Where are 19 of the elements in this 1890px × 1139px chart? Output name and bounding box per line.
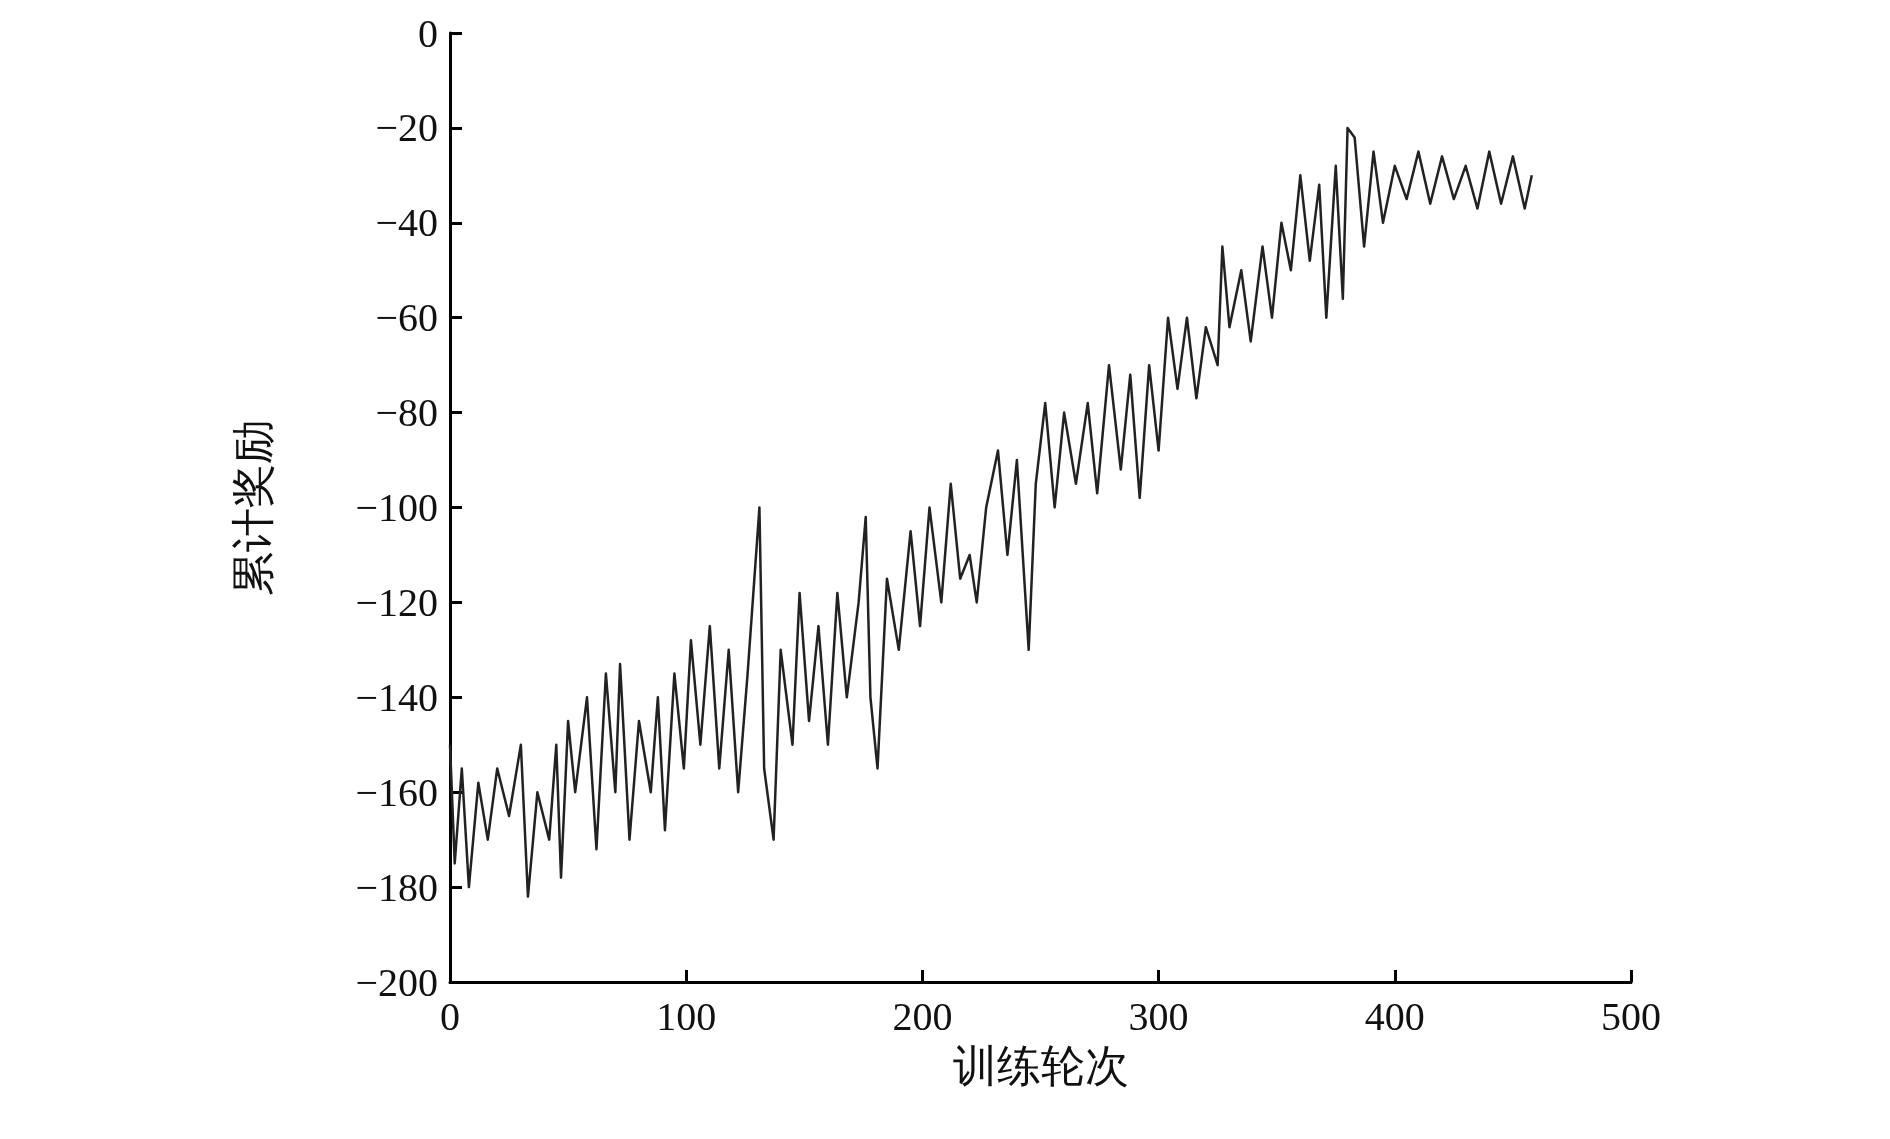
x-tick-label: 400 <box>1364 993 1425 1039</box>
y-tick-label: −200 <box>355 959 438 1005</box>
x-tick-label: 500 <box>1601 993 1661 1039</box>
x-axis-title: 训练轮次 <box>952 1041 1129 1091</box>
line-series <box>448 126 1534 898</box>
y-tick-label: −160 <box>355 769 438 815</box>
y-tick-label: −100 <box>355 485 438 530</box>
y-tick-label: −60 <box>375 295 438 341</box>
y-tick-label: −80 <box>375 390 438 436</box>
y-tick-label: −140 <box>355 674 438 720</box>
x-tick-label: 300 <box>1128 993 1189 1039</box>
y-tick-label: −120 <box>355 579 438 625</box>
x-tick-label: 100 <box>656 993 717 1039</box>
y-axis-title: 累计奖励 <box>228 419 278 596</box>
y-tick-label: −180 <box>355 864 438 910</box>
y-tick-label: −20 <box>375 105 438 151</box>
y-tick-label: −40 <box>375 200 438 246</box>
x-tick-label: 200 <box>892 993 953 1039</box>
y-tick-label: 0 <box>418 10 438 56</box>
